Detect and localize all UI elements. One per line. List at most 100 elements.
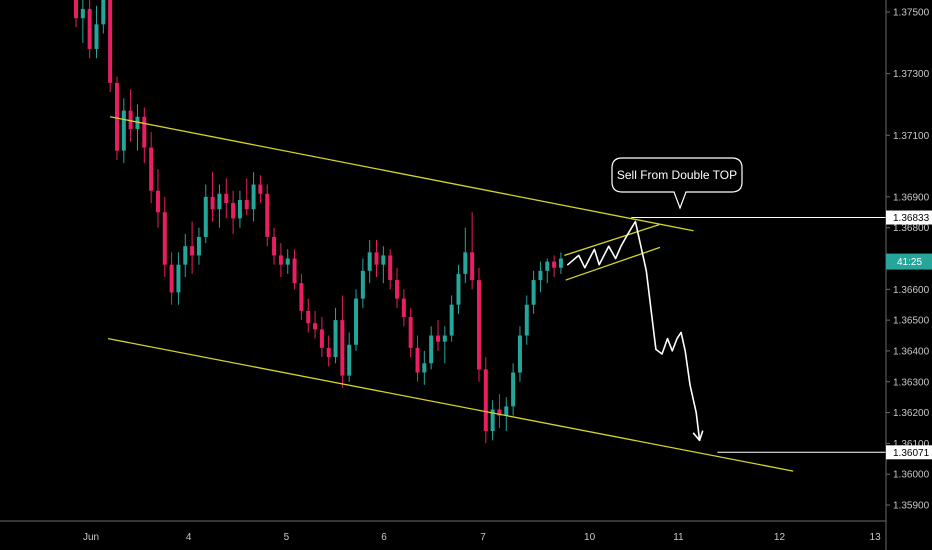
candle-down — [155, 190, 160, 213]
candle-down — [313, 323, 318, 330]
candle-down — [299, 283, 304, 311]
candle-up — [176, 264, 181, 293]
projection-arrowhead — [692, 430, 704, 442]
candle-up — [490, 409, 495, 432]
candle-up — [183, 246, 188, 265]
candle-up — [333, 320, 338, 358]
price-tag — [886, 445, 932, 460]
x-tick-label: 5 — [284, 532, 290, 543]
price-tag-label: 1.36833 — [893, 213, 930, 224]
x-tick-label: 4 — [186, 532, 192, 543]
price-tags: 1.36833 1.36071 41:25 — [886, 210, 932, 460]
candle-up — [354, 298, 359, 345]
candle-up — [531, 280, 536, 305]
candle-down — [292, 258, 297, 284]
projection-path — [566, 220, 701, 442]
y-tick-label: 1.36200 — [893, 408, 930, 419]
candle-down — [278, 255, 283, 265]
candle-down — [408, 317, 413, 348]
candle-up — [360, 270, 365, 299]
candle-down — [415, 347, 420, 373]
callout-text: Sell From Double TOP — [617, 168, 737, 182]
candle-up — [429, 335, 434, 364]
candle-down — [319, 329, 324, 348]
candle-up — [251, 184, 256, 210]
x-tick-label: 7 — [480, 532, 486, 543]
candle-down — [395, 280, 400, 299]
candle-up — [285, 258, 290, 265]
candle-down — [114, 82, 119, 151]
channel-line-lower — [107, 337, 794, 472]
candle-up — [367, 252, 372, 271]
candle-down — [142, 116, 147, 148]
candle-up — [558, 258, 563, 268]
candle-down — [476, 280, 481, 370]
candle-up — [135, 116, 140, 130]
drawings-layer — [107, 116, 886, 472]
candle-up — [237, 199, 242, 219]
candle-down — [87, 8, 92, 49]
candle-down — [162, 212, 167, 265]
price-tag — [886, 210, 932, 225]
y-tick-label: 1.36300 — [893, 377, 930, 388]
candle-up — [463, 252, 468, 274]
candle-up — [101, 0, 106, 25]
candle-up — [511, 372, 516, 407]
x-tick-label: 12 — [774, 532, 786, 543]
candle-up — [504, 406, 509, 416]
price-axis[interactable]: 1.37500 1.37300 1.37100 1.36900 1.36800 1.366… — [886, 8, 930, 512]
candle-up — [442, 335, 447, 342]
y-tick-label: 1.36400 — [893, 346, 930, 357]
price-tag-label: 1.36071 — [893, 448, 930, 459]
x-tick-label: 13 — [870, 532, 882, 543]
y-tick-label: 1.36500 — [893, 316, 930, 327]
candle-up — [449, 304, 454, 336]
candle-down — [374, 252, 379, 265]
candle-up — [203, 196, 208, 237]
candle-up — [456, 273, 461, 305]
x-tick-label: Jun — [83, 532, 99, 543]
candle-down — [272, 236, 277, 256]
y-tick-label: 1.37500 — [893, 8, 930, 19]
candle-down — [210, 196, 215, 210]
candle-down — [401, 298, 406, 318]
candle-down — [265, 193, 270, 237]
candle-down — [258, 184, 263, 194]
time-axis[interactable]: Jun 4 5 6 7 10 11 12 13 — [83, 532, 881, 543]
candle-up — [121, 110, 126, 151]
candle-up — [94, 24, 99, 49]
y-tick-label: 1.36100 — [893, 439, 930, 450]
candle-down — [190, 246, 195, 256]
candle-down — [470, 252, 475, 281]
candle-down — [108, 0, 113, 83]
plot-area[interactable] — [74, 0, 563, 444]
y-tick-label: 1.35900 — [893, 501, 930, 512]
wedge-line — [565, 246, 661, 281]
candle-up — [80, 8, 85, 19]
callout-bubble — [611, 157, 743, 210]
candle-down — [435, 335, 440, 342]
y-tick-label: 1.36000 — [893, 470, 930, 481]
candle-countdown-label: 41:25 — [897, 257, 922, 268]
candle-down — [306, 310, 311, 324]
x-tick-label: 6 — [381, 532, 387, 543]
candle-down — [497, 409, 502, 416]
y-tick-label: 1.37100 — [893, 131, 930, 142]
current-price-tag — [886, 253, 932, 270]
x-tick-label: 11 — [673, 532, 684, 543]
candle-down — [340, 320, 345, 376]
channel-line-upper — [110, 116, 694, 232]
x-tick-label: 10 — [584, 532, 596, 543]
candle-up — [381, 255, 386, 265]
candle-down — [74, 0, 78, 19]
candle-down — [483, 369, 488, 432]
candle-up — [422, 363, 427, 373]
candle-down — [169, 264, 174, 293]
annotation-callout: Sell From Double TOP — [611, 157, 743, 210]
y-tick-label: 1.36800 — [893, 223, 930, 234]
y-tick-label: 1.36600 — [893, 285, 930, 296]
candle-up — [538, 270, 543, 281]
candle-down — [326, 347, 331, 358]
candle-down — [388, 255, 393, 281]
